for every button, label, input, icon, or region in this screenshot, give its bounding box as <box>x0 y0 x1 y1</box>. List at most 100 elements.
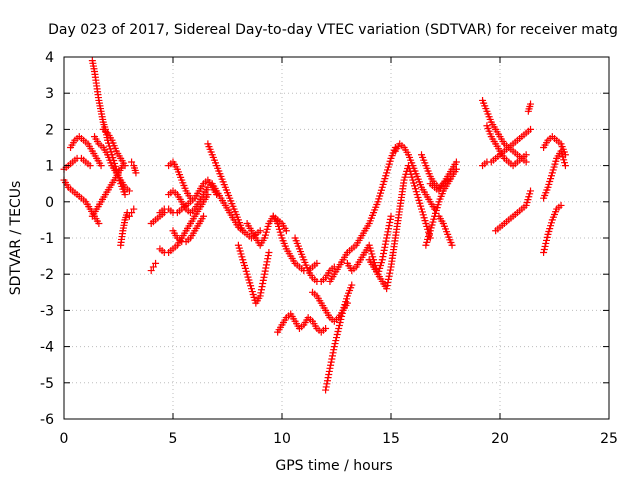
data-point-interp <box>338 312 346 320</box>
data-point-interp <box>385 275 393 283</box>
data-point-interp <box>380 246 388 254</box>
series-track-r <box>208 180 264 242</box>
data-point-interp <box>382 237 390 245</box>
data-point-interp <box>336 318 344 326</box>
data-point <box>561 162 569 170</box>
data-point <box>200 212 208 220</box>
series-track-f <box>99 125 129 170</box>
series-track-q <box>204 140 247 235</box>
data-point-interp <box>329 349 337 357</box>
data-point <box>557 201 565 209</box>
y-tick-label: -2 <box>40 267 54 283</box>
data-point <box>204 183 212 191</box>
data-point-interp <box>337 315 345 323</box>
data-point <box>256 292 264 300</box>
data-point <box>522 151 530 159</box>
y-tick-label: 1 <box>45 159 54 175</box>
y-tick-label: -3 <box>40 303 54 319</box>
data-point <box>561 151 569 159</box>
series-track-ag <box>435 212 456 249</box>
series-track-z <box>326 144 399 285</box>
data-point-interp <box>262 264 270 272</box>
x-tick-label: 10 <box>273 431 291 447</box>
series-track-i <box>128 158 140 177</box>
data-point <box>527 100 535 108</box>
data-point <box>130 205 138 213</box>
data-point <box>152 259 160 267</box>
data-point-interp <box>325 367 333 375</box>
series-track-am <box>540 201 565 256</box>
data-point <box>448 241 456 249</box>
data-point-interp <box>381 243 389 251</box>
series-track-j <box>147 259 160 275</box>
data-point-interp <box>335 321 343 329</box>
series-track-b <box>60 154 94 173</box>
data-points <box>60 57 569 394</box>
series-track-g <box>88 162 127 220</box>
x-tick-label: 15 <box>382 431 400 447</box>
data-point <box>261 270 269 278</box>
x-tick-label: 25 <box>600 431 618 447</box>
data-point <box>128 209 136 217</box>
series-track-ad <box>422 165 460 249</box>
data-point <box>348 281 356 289</box>
series-track-l <box>156 191 212 256</box>
chart-title: Day 023 of 2017, Sidereal Day-to-day VTE… <box>48 22 618 38</box>
data-point-interp <box>259 276 267 284</box>
data-point-interp <box>323 377 331 385</box>
data-point-interp <box>543 236 551 244</box>
data-point-interp <box>334 328 342 336</box>
series-track-ab <box>365 162 434 293</box>
y-tick-label: 2 <box>45 122 54 138</box>
data-point <box>383 234 391 242</box>
data-point-interp <box>328 352 336 360</box>
data-point-interp <box>331 340 339 348</box>
data-point <box>527 187 535 195</box>
data-point-interp <box>385 222 393 230</box>
data-point-interp <box>322 383 330 391</box>
x-tick-label: 0 <box>60 431 69 447</box>
data-point-interp <box>259 280 267 288</box>
data-point <box>383 285 391 293</box>
data-point <box>125 187 133 195</box>
data-point-interp <box>383 231 391 239</box>
data-point <box>335 325 343 332</box>
y-tick-label: -4 <box>40 340 54 356</box>
x-tick-label: 20 <box>491 431 509 447</box>
data-point-interp <box>542 239 550 247</box>
y-tick-label: 4 <box>45 50 54 66</box>
data-point-interp <box>384 228 392 236</box>
data-point-interp <box>330 346 338 354</box>
data-point-interp <box>333 331 341 339</box>
data-point-interp <box>323 380 331 388</box>
data-point-interp <box>261 267 269 275</box>
data-point <box>326 364 334 372</box>
x-tick-label: 5 <box>169 431 178 447</box>
data-point-interp <box>385 225 393 233</box>
data-point <box>132 169 140 177</box>
data-point <box>125 212 133 220</box>
data-point-interp <box>264 252 272 260</box>
series-track-n <box>165 158 194 202</box>
series-track-o <box>165 183 212 217</box>
series-track-c <box>67 133 105 170</box>
data-point-interp <box>260 273 268 281</box>
data-point-interp <box>383 282 391 290</box>
data-point <box>149 263 157 271</box>
data-point <box>387 212 395 220</box>
data-point <box>121 191 129 199</box>
series-track-af <box>426 176 452 195</box>
axis-ticks: 0 5 10 15 20 25 -6 -5 -4 -3 -2 -1 0 1 2 3 4 <box>40 50 618 447</box>
data-point <box>86 162 94 170</box>
series-track-aj <box>483 122 530 170</box>
series-track-aa <box>343 212 395 278</box>
data-point <box>322 325 330 332</box>
data-point-interp <box>543 233 551 241</box>
series-track-ac <box>391 140 439 213</box>
data-point-interp <box>263 258 271 266</box>
data-point <box>128 158 136 166</box>
data-point-interp <box>541 242 549 250</box>
y-tick-label: -6 <box>40 412 54 428</box>
series-track-an <box>540 147 569 202</box>
